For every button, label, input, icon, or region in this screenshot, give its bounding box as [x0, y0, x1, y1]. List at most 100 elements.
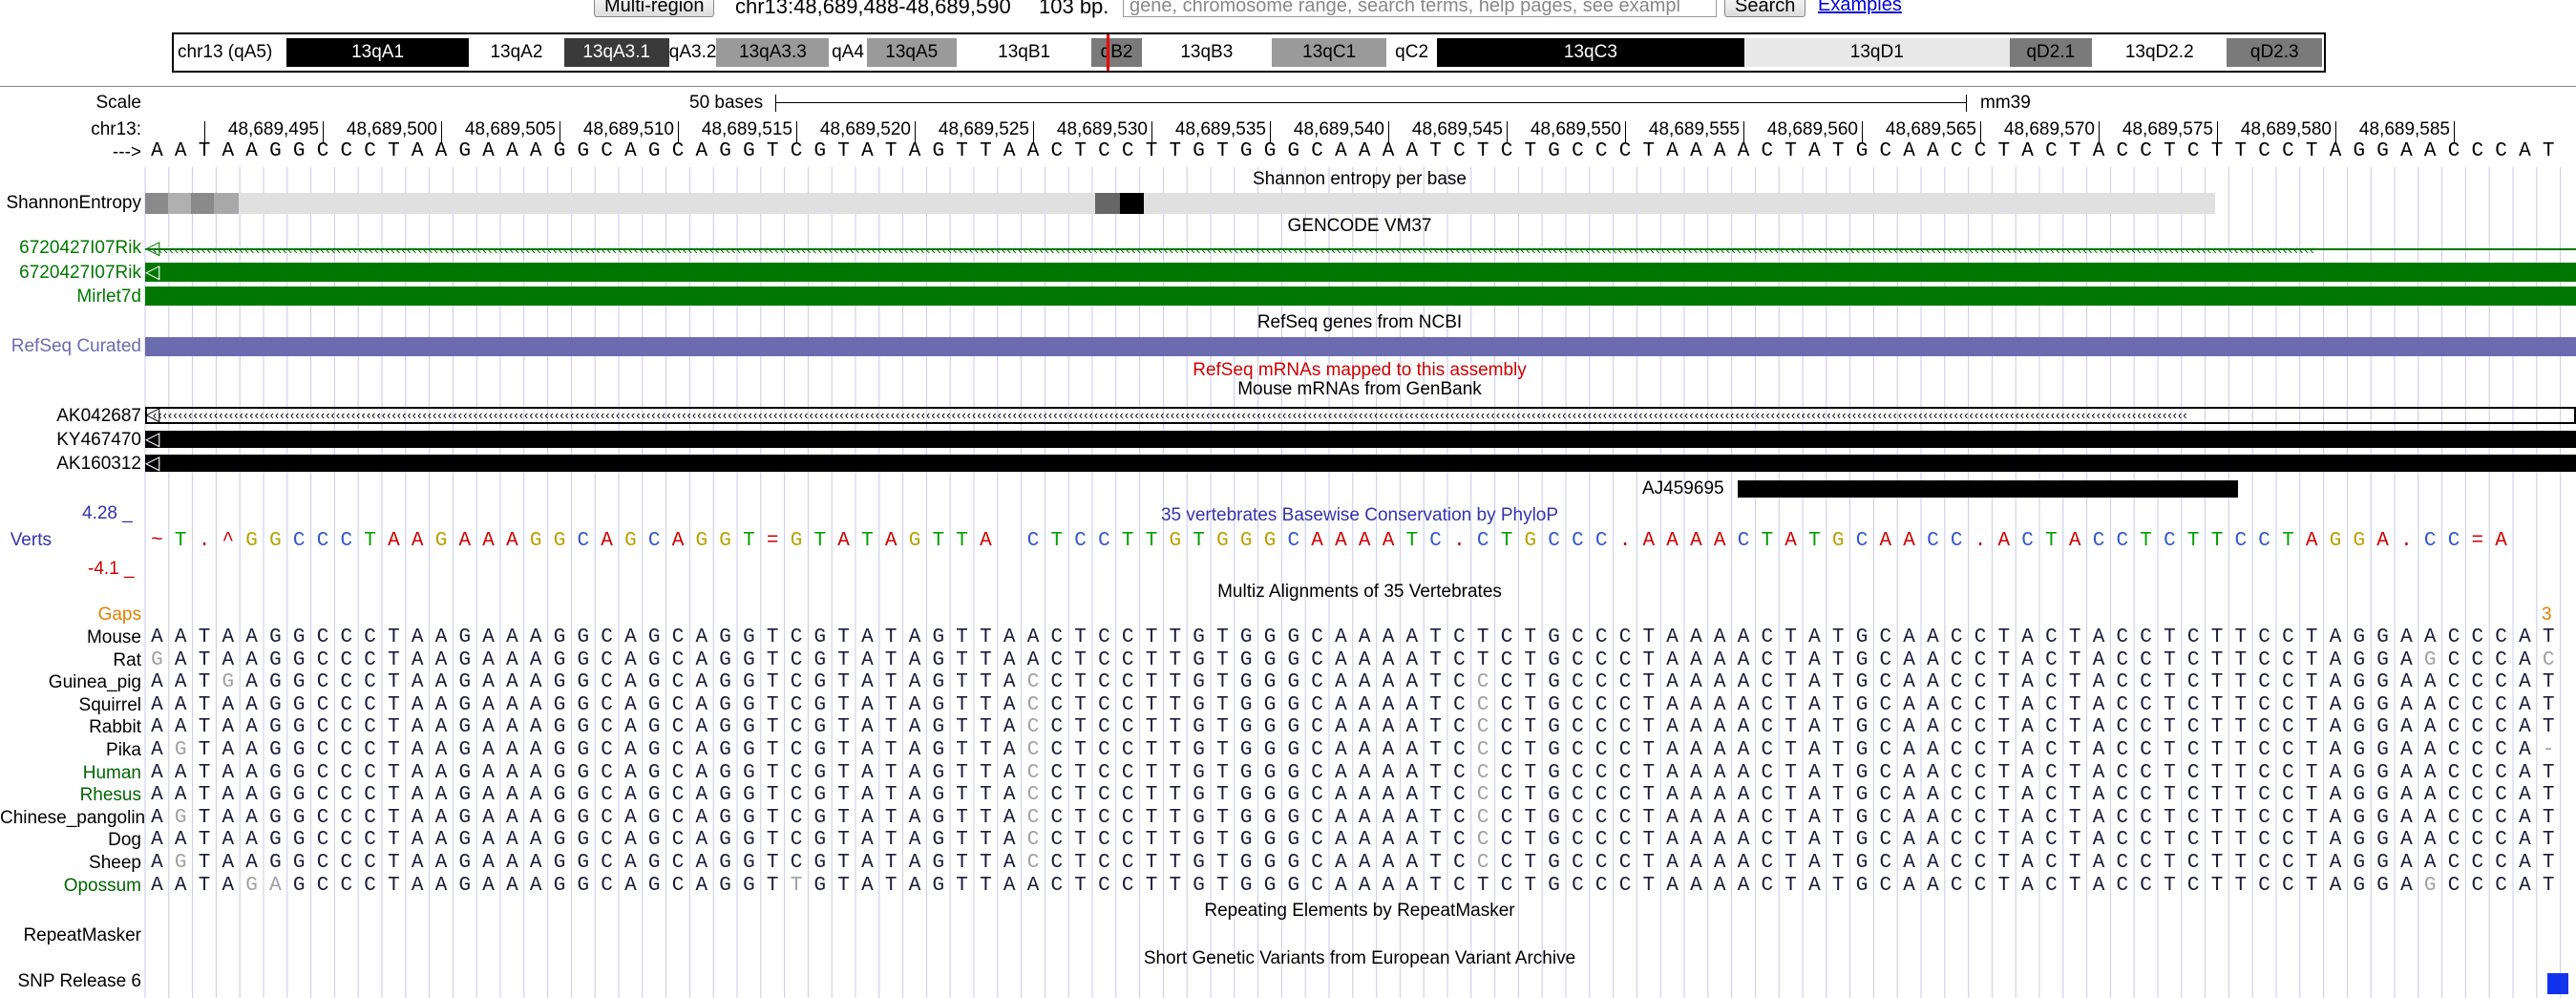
base: C — [1879, 739, 1892, 761]
ideogram-band[interactable]: 13qB1 — [956, 38, 1092, 67]
base: C — [2186, 716, 2200, 739]
base: A — [1690, 530, 1702, 552]
mrna-bar[interactable] — [145, 431, 2576, 448]
base: C — [1950, 648, 1963, 671]
search-input[interactable]: gene, chromosome range, search terms, he… — [1123, 0, 1717, 17]
base: C — [340, 829, 353, 852]
base: C — [1950, 716, 1963, 739]
species-label[interactable]: Mouse — [86, 627, 141, 648]
species-label[interactable]: Human — [82, 762, 141, 783]
base: G — [434, 530, 448, 552]
gencode-exon-bar[interactable] — [145, 263, 2576, 282]
base: A — [2423, 784, 2437, 807]
species-label[interactable]: Rabbit — [89, 717, 141, 738]
base: A — [624, 671, 637, 694]
base: A — [624, 140, 637, 162]
base: T — [1784, 806, 1797, 829]
shannon-track-bar[interactable] — [145, 193, 2215, 214]
ideogram-band[interactable]: 13qA2 — [469, 38, 564, 67]
mrna-bar[interactable] — [1738, 480, 2238, 498]
search-button[interactable]: Search — [1724, 0, 1806, 17]
base: C — [1098, 626, 1110, 648]
genome-browser-image[interactable]: Scale 50 bases mm39 chr13: 48,689,495 48,… — [0, 86, 2576, 998]
base: T — [1216, 716, 1229, 739]
gencode-exon-bar[interactable] — [145, 287, 2576, 306]
base: C — [1974, 739, 1987, 761]
examples-link[interactable]: Examples — [1818, 0, 1902, 15]
base: A — [908, 852, 921, 874]
ideogram-band[interactable]: qD2.3 — [2227, 38, 2322, 67]
base: C — [2282, 761, 2294, 784]
base: C — [1618, 852, 1632, 874]
base: C — [2045, 716, 2058, 739]
shannon-track-label[interactable]: ShannonEntropy — [6, 193, 141, 213]
ideogram-band[interactable]: 13qC1 — [1271, 38, 1387, 67]
base: = — [766, 530, 779, 552]
ideogram-band[interactable]: 13qD2.2 — [2092, 38, 2228, 67]
ideogram-band[interactable]: 13qA3.1 — [563, 38, 669, 67]
refseq-track-label[interactable]: RefSeq Curated — [11, 336, 141, 356]
base: C — [2282, 852, 2294, 874]
gencode-intron-line[interactable] — [145, 248, 2576, 250]
species-label[interactable]: Opossum — [63, 875, 141, 896]
base: A — [1382, 806, 1395, 829]
mrna-outline-bar[interactable] — [145, 407, 2576, 424]
gencode-transcript-label[interactable]: 6720427I07Rik — [19, 263, 141, 283]
mrna-label[interactable]: KY467470 — [56, 430, 141, 450]
base: G — [1548, 874, 1560, 897]
ideogram-band[interactable]: 13qA3.3 — [716, 38, 830, 67]
ideogram-band[interactable]: qC2 — [1386, 38, 1437, 67]
base: G — [458, 140, 472, 162]
base: C — [1026, 806, 1040, 829]
base: C — [1618, 739, 1632, 761]
gencode-transcript-label[interactable]: 6720427I07Rik — [19, 238, 141, 258]
ideogram-band[interactable]: 13qB3 — [1141, 38, 1272, 67]
species-label[interactable]: Squirrel — [78, 694, 141, 715]
ideogram-band[interactable]: qB2 — [1091, 38, 1142, 67]
ideogram-band[interactable]: 13qA1 — [286, 38, 470, 67]
variant-marker[interactable] — [2547, 973, 2568, 994]
base: G — [813, 874, 827, 897]
base: T — [956, 140, 968, 162]
base: A — [1405, 648, 1419, 671]
base: G — [932, 806, 945, 829]
ideogram-band[interactable]: qA4 — [829, 38, 867, 67]
ruler-position-label: 48,689,560 — [1766, 119, 1858, 139]
ideogram-band[interactable]: 13qD1 — [1743, 38, 2010, 67]
eva-track-label[interactable]: SNP Release 6 — [17, 971, 141, 991]
base: T — [956, 852, 968, 874]
mrna-label[interactable]: AK160312 — [56, 454, 141, 474]
ideogram-band[interactable]: 13qC3 — [1436, 38, 1744, 67]
base: G — [2423, 648, 2437, 671]
mrna-label[interactable]: AJ459695 — [1642, 478, 1724, 499]
ideogram-band[interactable]: qD2.1 — [2009, 38, 2093, 67]
multi-region-button[interactable]: Multi-region — [594, 0, 715, 17]
mrna-label[interactable]: AK042687 — [56, 406, 141, 426]
phylop-track-label[interactable]: Verts — [10, 530, 52, 550]
ideogram-bands[interactable]: 13qA1 13qA2 13qA3.1 qA3.2 13qA3.3 qA4 13qA5 13q… — [286, 38, 2322, 67]
species-label[interactable]: Rat — [113, 649, 141, 670]
mrna-bar[interactable] — [145, 455, 2576, 472]
species-label[interactable]: Dog — [108, 830, 141, 851]
ideogram-band[interactable]: qA3.2 — [668, 38, 717, 67]
base: C — [1050, 761, 1064, 784]
base: . — [1974, 530, 1987, 552]
species-label[interactable]: Pika — [106, 740, 141, 760]
refseq-gene-bar[interactable] — [145, 337, 2576, 356]
species-label[interactable]: Rhesus — [79, 785, 141, 806]
species-label[interactable]: Chinese_pangolin — [0, 807, 146, 828]
base: G — [1239, 829, 1253, 852]
species-label[interactable]: Sheep — [89, 853, 141, 873]
ideogram-band[interactable]: 13qA5 — [866, 38, 957, 67]
base: T — [198, 140, 211, 162]
base: T — [1642, 806, 1656, 829]
base: A — [2092, 648, 2105, 671]
base: T — [932, 530, 945, 552]
base: C — [671, 874, 685, 897]
gencode-transcript-label[interactable]: Mirlet7d — [76, 287, 141, 307]
base: G — [719, 716, 731, 739]
base: T — [388, 806, 400, 829]
species-label[interactable]: Guinea_pig — [48, 672, 141, 693]
repeatmasker-track-label[interactable]: RepeatMasker — [23, 925, 141, 945]
base: G — [577, 671, 590, 694]
